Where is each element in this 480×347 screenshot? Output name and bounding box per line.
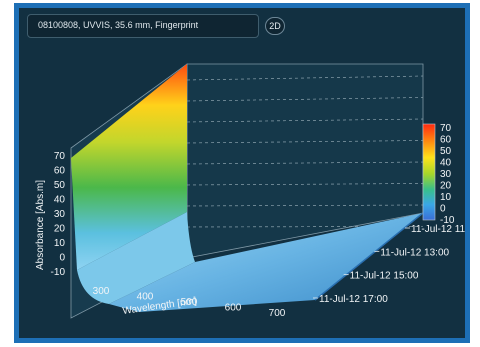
y-tick-label: 40 <box>54 195 66 206</box>
x-tick-label: 600 <box>225 303 242 314</box>
y-tick-label: -10 <box>51 267 66 278</box>
surface-floor-edge <box>314 212 424 301</box>
x-axis-ticks: 300 400 500 600 700 <box>93 286 286 319</box>
time-tick-label: 11-Jul-12 17:00 <box>319 294 388 305</box>
surface-wall <box>71 64 187 270</box>
colorbar-tick-label: 10 <box>440 192 452 203</box>
x-tick-label: 400 <box>137 291 154 302</box>
colorbar-tick-label: 60 <box>440 135 452 146</box>
colorbar-tick-label: 30 <box>440 169 452 180</box>
colorbar-tick-label: 40 <box>440 158 452 169</box>
time-tick-label: 11-Jul-12 15:00 <box>350 271 419 282</box>
colorbar-tick-label: 70 <box>440 123 452 134</box>
y-tick-label: 30 <box>54 209 66 220</box>
x-tick-label: 300 <box>93 286 110 297</box>
info-field: 08100808, UVVIS, 35.6 mm, Fingerprint <box>27 14 259 38</box>
y-tick-label: 10 <box>54 238 66 249</box>
y-tick-label: 20 <box>54 224 66 235</box>
y-tick-label: 50 <box>54 180 66 191</box>
surface-floor <box>109 213 423 312</box>
surface-drop <box>77 212 195 304</box>
2d-view-button[interactable]: 2D <box>265 17 285 35</box>
x-tick-label: 700 <box>269 308 286 319</box>
y-axis-ticks: -10 0 10 20 30 40 50 60 70 <box>51 151 66 278</box>
y-tick-label: 0 <box>59 253 65 264</box>
colorbar-tick-label: 20 <box>440 181 452 192</box>
x-tick-label: 500 <box>181 297 198 308</box>
chart-panel: -10 0 10 20 30 40 50 60 70 Absorbance [Abs.m] 30… <box>19 8 465 338</box>
colorbar-tick-label: 50 <box>440 146 452 157</box>
y-tick-label: 60 <box>54 166 66 177</box>
y-tick-label: 70 <box>54 151 66 162</box>
y-axis-label: Absorbance [Abs.m] <box>35 180 46 270</box>
chart-frame: -10 0 10 20 30 40 50 60 70 Absorbance [Abs.m] 30… <box>14 3 470 343</box>
time-tick-label: 11-Jul-12 11:00 <box>411 224 465 235</box>
time-tick-label: 11-Jul-12 13:00 <box>380 247 449 258</box>
time-axis-ticks: 11-Jul-12 11:00 11-Jul-12 13:00 11-Jul-12 … <box>313 224 465 305</box>
colorbar-tick-label: -10 <box>440 215 455 226</box>
colorbar-tick-label: 0 <box>440 204 446 215</box>
info-text: 08100808, UVVIS, 35.6 mm, Fingerprint <box>38 20 199 30</box>
